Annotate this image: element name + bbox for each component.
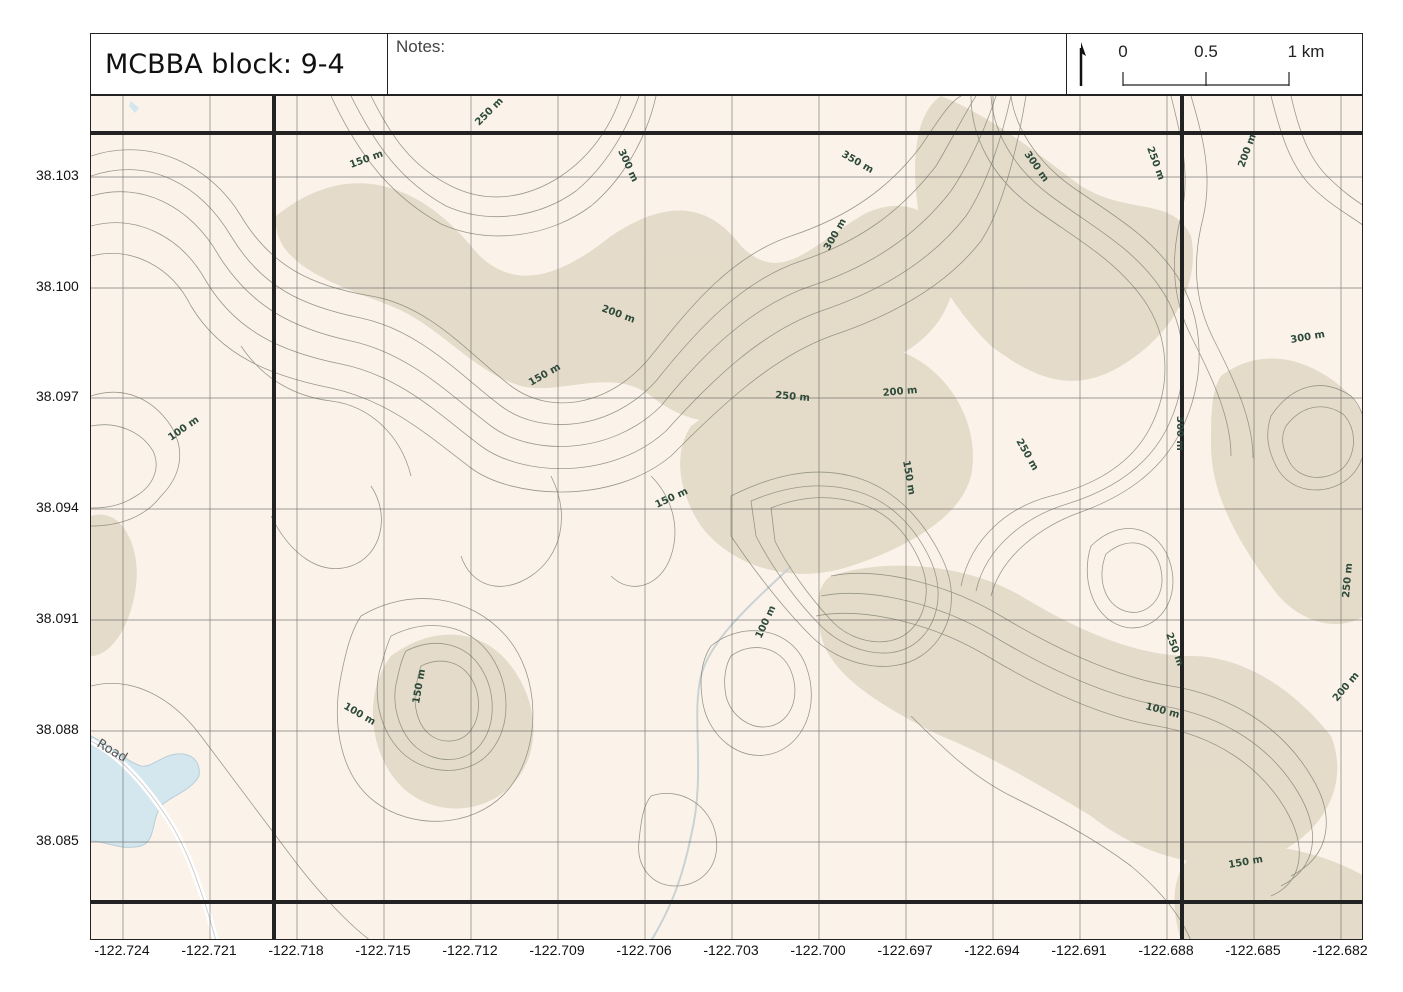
block-boundary	[91, 96, 1362, 939]
contour-label: 200 m	[1331, 670, 1362, 704]
contour-label: 300 m	[1174, 416, 1185, 451]
contour-label: 250 m	[1144, 145, 1166, 181]
longitude-label: -122.712	[442, 942, 498, 958]
longitude-label: -122.703	[703, 942, 759, 958]
map-canvas[interactable]: Road	[91, 96, 1363, 940]
coordinate-grid	[91, 96, 1362, 939]
water-body	[91, 101, 200, 848]
scale-bar-panel: 0 0.5 1 km	[1067, 34, 1364, 94]
scale-label-half: 0.5	[1194, 42, 1218, 61]
contour-label: 200 m	[1236, 133, 1258, 169]
contour-label: 150 m	[654, 486, 690, 511]
map-header: MCBBA block: 9-4 Notes: 0 0.5 1 km	[90, 33, 1363, 95]
latitude-label: 38.085	[36, 832, 79, 848]
latitude-label: 38.088	[36, 721, 79, 737]
scale-bar: 0 0.5 1 km	[1079, 42, 1325, 86]
notes-box[interactable]: Notes:	[388, 34, 1067, 94]
scale-label-0: 0	[1118, 42, 1127, 61]
longitude-label: -122.706	[616, 942, 672, 958]
longitude-label: -122.709	[529, 942, 585, 958]
hillshade-layer	[91, 96, 1362, 939]
longitude-label: -122.694	[964, 942, 1020, 958]
contour-label: 250 m	[1013, 437, 1040, 473]
latitude-label: 38.094	[36, 499, 79, 515]
longitude-label: -122.688	[1138, 942, 1194, 958]
notes-label: Notes:	[396, 37, 446, 56]
north-arrow-icon	[1079, 42, 1086, 86]
longitude-label: -122.715	[355, 942, 411, 958]
contour-label: 150 m	[348, 149, 384, 171]
contour-label: 250 m	[473, 96, 505, 128]
latitude-label: 38.100	[36, 278, 79, 294]
longitude-label: -122.685	[1225, 942, 1281, 958]
contour-label: 200 m	[882, 385, 918, 399]
longitude-label: -122.700	[790, 942, 846, 958]
topographic-map[interactable]: Road	[90, 95, 1363, 940]
contour-label: 100 m	[342, 701, 378, 728]
contour-label: 250 m	[1341, 563, 1355, 599]
latitude-label: 38.091	[36, 610, 79, 626]
longitude-label: -122.697	[877, 942, 933, 958]
latitude-label: 38.103	[36, 167, 79, 183]
longitude-label: -122.724	[94, 942, 150, 958]
contour-label: 350 m	[840, 149, 876, 176]
contour-label: 300 m	[615, 148, 640, 184]
longitude-label: -122.721	[181, 942, 237, 958]
contour-label: 100 m	[166, 414, 201, 443]
scale-label-1km: 1 km	[1288, 42, 1325, 61]
longitude-label: -122.718	[268, 942, 324, 958]
block-title: MCBBA block: 9-4	[91, 34, 388, 94]
contour-label: 250 m	[775, 390, 811, 404]
contour-label: 300 m	[1290, 329, 1326, 346]
longitude-label: -122.691	[1051, 942, 1107, 958]
longitude-label: -122.682	[1312, 942, 1368, 958]
latitude-label: 38.097	[36, 388, 79, 404]
